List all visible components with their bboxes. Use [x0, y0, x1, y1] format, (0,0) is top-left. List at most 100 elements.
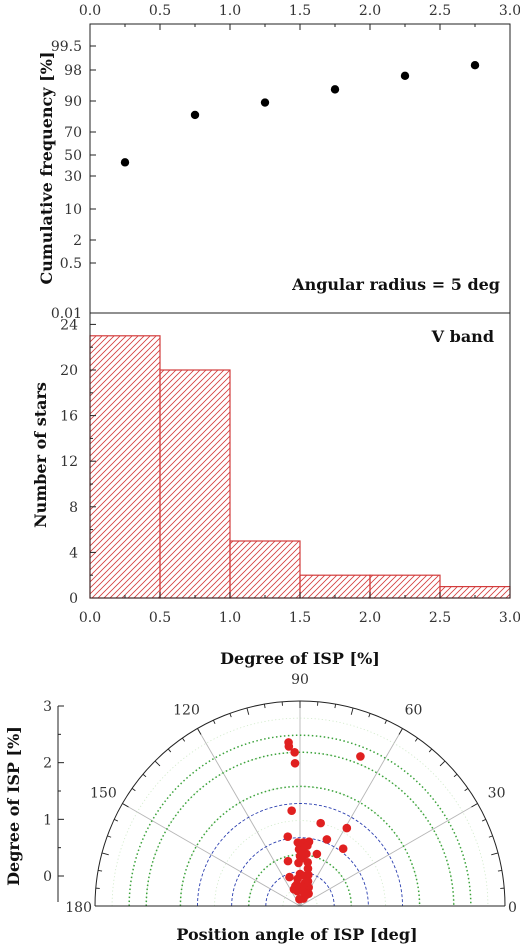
polar-angle-tick	[154, 760, 161, 767]
polar-circle-green	[128, 734, 472, 907]
polar-angle-label: 30	[488, 786, 506, 802]
polar-angle-tick	[471, 803, 478, 808]
polar-radius-tick-label: 1	[43, 812, 52, 828]
mid-y-tick-label: 0	[69, 591, 78, 607]
top-x-tick-label: 2.0	[359, 3, 381, 19]
polar-angle-label: 120	[173, 702, 200, 718]
polar-radius-axis: 0 1 2 3	[43, 699, 64, 902]
mid-y-tick-label: 16	[60, 409, 78, 425]
top-x-tick-label: 1.0	[219, 3, 241, 19]
polar-circle-blue	[197, 803, 403, 907]
histogram-panel: 0.0 0.5 1.0 1.5 2.0 2.5 3.0 0 4 8 12 16 20 24 Number…	[31, 312, 520, 668]
top-y-tick-label: 10	[64, 202, 82, 218]
polar-angle-tick	[229, 713, 232, 718]
mid-x-tick-label: 2.0	[359, 610, 381, 626]
polar-radius-tick-label: 3	[43, 699, 52, 715]
polar-radius-tick-label: 2	[43, 756, 52, 772]
mid-y-tick-label: 12	[60, 454, 78, 470]
polar-data-point	[312, 849, 322, 859]
polar-data-point	[283, 832, 293, 841]
polar-data-point	[342, 823, 352, 833]
polar-circle-blue	[265, 871, 335, 907]
polar-angle-tick	[101, 852, 109, 856]
polar-angle-tick	[107, 835, 112, 838]
polar-angle-tick	[142, 773, 147, 778]
polar-data-point	[290, 758, 300, 768]
polar-angle-tick	[212, 720, 216, 725]
mid-y-tick-label: 4	[69, 545, 78, 561]
top-data-point	[470, 60, 480, 70]
polar-angle-tick	[488, 835, 493, 838]
angular-radius-annotation: Angular radius = 5 deg	[291, 275, 500, 294]
top-data-point	[120, 158, 130, 167]
polar-angle-tick	[167, 748, 172, 753]
polar-spoke-line	[299, 728, 403, 907]
polar-data-point	[287, 806, 296, 815]
polar-angle-label: 90	[291, 672, 309, 688]
mid-x-tick-label: 0.0	[79, 610, 101, 626]
polar-data-point	[338, 844, 348, 853]
top-x-axis: 0.0 0.5 1.0 1.5 2.0 2.5 3.0	[79, 3, 520, 30]
mid-x-tick-label: 3.0	[499, 610, 520, 626]
mid-y-tick-label: 8	[69, 500, 78, 516]
polar-data-points	[283, 738, 365, 904]
polar-data-point	[295, 894, 304, 904]
polar-data-point	[303, 857, 313, 867]
polar-angle-tick	[428, 748, 433, 753]
polar-angle-labels: 0 30 60 90 120 150 180	[65, 672, 517, 916]
polar-circle-green	[179, 785, 421, 907]
top-plot-frame	[89, 23, 511, 314]
polar-data-point	[302, 849, 311, 859]
polar-angle-label: 60	[405, 702, 423, 718]
mid-y-axis: 0 4 8 12 16 20 24	[60, 317, 96, 607]
polar-radius-tick-label: 0	[43, 869, 52, 885]
top-y-axis: 0.01 0.5 2 10 30 50 70 90 98 99.5	[51, 39, 96, 322]
polar-data-point	[290, 748, 299, 757]
polar-angle-tick	[263, 704, 266, 709]
histogram-bar	[369, 574, 441, 599]
histogram-bar	[89, 335, 161, 599]
top-x-tick-label: 2.5	[429, 3, 451, 19]
polar-angle-label: 150	[90, 786, 117, 802]
polar-angle-tick	[439, 760, 446, 767]
top-y-tick-label: 2	[73, 233, 82, 249]
polar-angle-tick	[384, 720, 388, 725]
polar-data-point	[356, 752, 365, 761]
polar-circle-blue	[231, 837, 369, 907]
polar-angle-tick	[122, 803, 129, 808]
histogram-bar	[229, 540, 301, 599]
polar-data-point	[285, 872, 294, 882]
polar-data-point	[283, 856, 293, 866]
mid-x-tick-label: 1.0	[219, 610, 241, 626]
polar-minor-circle	[180, 786, 420, 907]
polar-data-point	[322, 835, 332, 844]
polar-angle-tick	[491, 852, 499, 856]
polar-circle-green	[145, 751, 455, 907]
top-x-tick-label: 0.0	[79, 3, 101, 19]
v-band-annotation: V band	[431, 327, 494, 346]
polar-angle-tick	[368, 713, 371, 718]
polar-angle-tick	[98, 869, 103, 872]
mid-x-axis: 0.0 0.5 1.0 1.5 2.0 2.5 3.0	[79, 592, 520, 626]
histogram-bar	[299, 574, 371, 599]
polar-minor-circle	[111, 717, 489, 907]
top-y-tick-label: 50	[64, 148, 82, 164]
polar-y-axis-title: Degree of ISP [%]	[4, 726, 23, 886]
top-x-tick-label: 3.0	[499, 3, 520, 19]
top-data-point	[260, 98, 270, 107]
polar-data-point	[316, 818, 325, 828]
polar-angle-tick	[481, 818, 486, 822]
mid-x-tick-label: 0.5	[149, 610, 171, 626]
polar-angle-tick	[197, 728, 202, 735]
polar-angle-tick	[497, 869, 502, 872]
top-y-tick-label: 98	[64, 63, 82, 79]
polar-angle-tick	[182, 737, 186, 742]
top-data-points	[120, 60, 480, 167]
top-y-tick-label: 99.5	[51, 39, 82, 55]
mid-x-axis-title: Degree of ISP [%]	[220, 649, 380, 668]
polar-angle-tick	[398, 728, 403, 735]
polar-data-point	[284, 742, 294, 751]
histogram-bars	[89, 335, 511, 599]
